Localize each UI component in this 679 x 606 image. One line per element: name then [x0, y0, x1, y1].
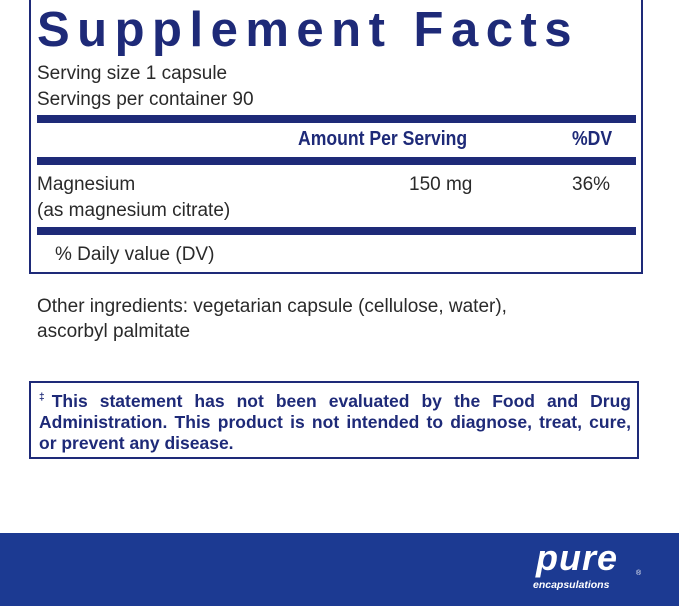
- brand-band: [0, 533, 679, 606]
- disclaimer-text: This statement has not been evaluated by…: [39, 390, 631, 453]
- nutrient-dv: 36%: [572, 174, 611, 195]
- divider: [37, 157, 636, 165]
- nutrient-source: (as magnesium citrate): [37, 200, 231, 221]
- amount-header: Amount Per Serving: [298, 128, 468, 150]
- servings-per-container: Servings per container 90: [37, 89, 254, 110]
- registered-mark: ®: [636, 570, 642, 577]
- panel-title: Supplement Facts: [37, 3, 580, 57]
- disclaimer-mark: ‡: [39, 392, 52, 403]
- supplement-facts-panel: [29, 0, 643, 274]
- nutrient-name: Magnesium: [37, 174, 136, 195]
- brand-logo: pure: [536, 537, 619, 578]
- dv-footnote: % Daily value (DV): [55, 244, 215, 265]
- nutrient-amount: 150 mg: [409, 174, 473, 195]
- brand-logo-sub: encapsulations: [533, 579, 610, 591]
- dv-header: %DV: [572, 128, 613, 150]
- other-ingredients-line2: ascorbyl palmitate: [37, 321, 191, 342]
- divider: [37, 115, 636, 123]
- serving-size: Serving size 1 capsule: [37, 63, 228, 84]
- fda-disclaimer: ‡This statement has not been evaluated b…: [29, 381, 639, 459]
- divider: [37, 227, 636, 235]
- other-ingredients-line1: Other ingredients: vegetarian capsule (c…: [37, 296, 507, 317]
